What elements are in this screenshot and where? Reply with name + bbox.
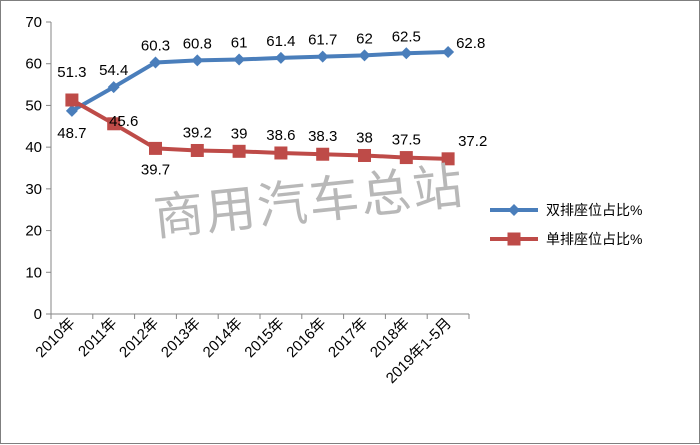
data-label: 62.5 xyxy=(392,28,421,45)
series-line xyxy=(70,50,449,113)
x-tick-label: 2016年 xyxy=(283,315,329,361)
data-point xyxy=(358,148,371,162)
data-label: 51.3 xyxy=(57,64,86,81)
data-label: 60.3 xyxy=(141,37,170,54)
legend-marker xyxy=(508,204,520,216)
data-point xyxy=(65,93,79,107)
data-point xyxy=(107,117,121,131)
data-label: 45.6 xyxy=(109,113,138,130)
data-label: 48.7 xyxy=(57,125,86,142)
x-tick-label: 2014年 xyxy=(200,315,246,361)
y-tick-label: 70 xyxy=(25,14,42,31)
data-point xyxy=(316,50,329,63)
series-line xyxy=(70,98,449,161)
data-point xyxy=(358,49,371,62)
data-label: 62 xyxy=(356,30,373,47)
y-tick-label: 20 xyxy=(25,223,42,240)
data-label: 37.2 xyxy=(458,133,487,150)
y-tick-label: 50 xyxy=(25,97,42,114)
data-label: 54.4 xyxy=(99,62,128,79)
data-point xyxy=(442,46,455,59)
legend-label: 双排座位占比% xyxy=(546,202,642,218)
x-tick-label: 2017年 xyxy=(325,315,371,361)
y-tick-label: 40 xyxy=(25,139,42,156)
y-tick-label: 0 xyxy=(34,306,42,323)
data-label: 37.5 xyxy=(392,132,421,149)
data-label: 62.8 xyxy=(456,35,485,52)
x-tick-label: 2015年 xyxy=(242,315,288,361)
legend: 双排座位占比% 单排座位占比% xyxy=(490,202,642,247)
data-point xyxy=(274,146,288,160)
data-point xyxy=(274,51,287,64)
data-label: 38.6 xyxy=(266,127,295,144)
data-label: 61 xyxy=(231,35,248,52)
x-tick-label: 2013年 xyxy=(158,315,204,361)
x-tick-label: 2012年 xyxy=(116,315,162,361)
data-label: 39.7 xyxy=(141,161,170,178)
x-tick-label: 2011年 xyxy=(75,315,120,360)
data-label: 39 xyxy=(231,125,248,142)
data-point xyxy=(316,147,330,161)
legend-marker xyxy=(507,232,521,246)
series-group xyxy=(65,46,455,166)
data-point xyxy=(400,47,413,60)
watermark: 商用汽车总站 xyxy=(151,157,467,247)
data-point xyxy=(65,104,78,117)
data-labels: 48.7 54.4 60.3 60.8 61 61.4 61.7 62 62.5 62.8 51.3… xyxy=(57,28,487,178)
data-label: 61.4 xyxy=(266,33,295,50)
data-point xyxy=(149,56,162,69)
data-point xyxy=(149,141,162,155)
data-point xyxy=(233,53,246,66)
y-tick-label: 60 xyxy=(25,56,42,73)
data-point xyxy=(191,54,204,67)
data-label: 38.3 xyxy=(308,128,337,145)
data-point xyxy=(232,144,246,158)
data-point xyxy=(441,152,455,166)
data-label: 60.8 xyxy=(183,35,212,52)
data-label: 38 xyxy=(356,129,373,146)
data-label: 39.2 xyxy=(183,124,212,141)
data-point xyxy=(399,151,413,165)
data-point xyxy=(107,81,120,94)
legend-label: 单排座位占比% xyxy=(546,231,642,247)
y-tick-label: 10 xyxy=(25,264,42,281)
y-tick-label: 30 xyxy=(25,181,42,198)
data-point xyxy=(190,143,204,157)
data-label: 61.7 xyxy=(308,32,337,49)
